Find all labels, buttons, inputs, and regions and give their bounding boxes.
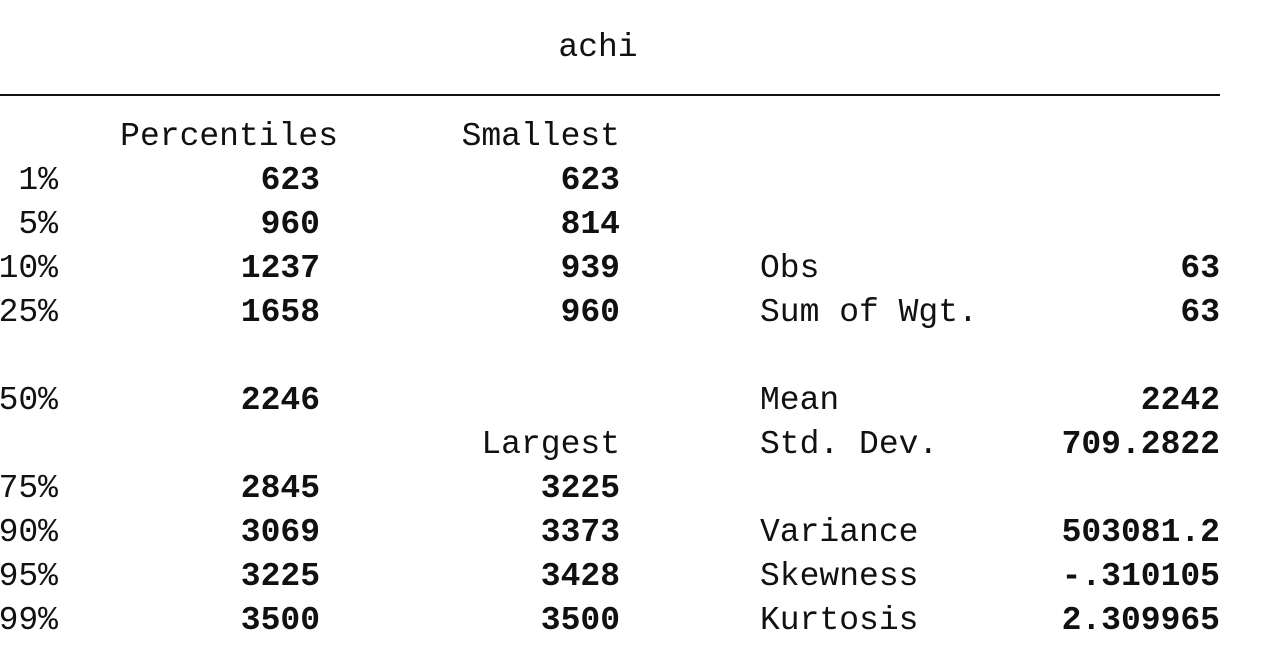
stat-label: Mean	[760, 382, 840, 419]
stat-label: Skewness	[760, 558, 919, 595]
table-row: 90% 3069 3373 Variance 503081.2	[0, 511, 1276, 555]
table-row: 25% 1658 960 Sum of Wgt. 63	[0, 291, 1276, 335]
percentile-label: 10%	[0, 250, 58, 287]
header-rule	[0, 94, 1220, 96]
table-row: 99% 3500 3500 Kurtosis 2.309965	[0, 599, 1276, 643]
percentile-value: 2246	[240, 382, 320, 419]
variable-name: achi	[558, 29, 638, 66]
stat-value: 709.2822	[1061, 426, 1220, 463]
largest-value: 3225	[540, 470, 620, 507]
stat-label: Kurtosis	[760, 602, 919, 639]
stat-value: 503081.2	[1061, 514, 1220, 551]
percentile-label: 25%	[0, 294, 58, 331]
percentile-label: 5%	[18, 206, 58, 243]
percentile-label: 75%	[0, 470, 58, 507]
largest-header: Largest	[481, 426, 620, 463]
table-row: 50% 2246 Mean 2242	[0, 379, 1276, 423]
percentile-value: 2845	[240, 470, 320, 507]
table-row: 1% 623 623	[0, 159, 1276, 203]
stat-label: Sum of Wgt.	[760, 294, 978, 331]
smallest-value: 960	[560, 294, 620, 331]
percentile-value: 3225	[240, 558, 320, 595]
stat-value: 2242	[1140, 382, 1220, 419]
percentile-value: 3069	[240, 514, 320, 551]
table-row: 95% 3225 3428 Skewness -.310105	[0, 555, 1276, 599]
stat-label: Std. Dev.	[760, 426, 939, 463]
percentile-label: 1%	[18, 162, 58, 199]
table-row: 10% 1237 939 Obs 63	[0, 247, 1276, 291]
header-row: Percentiles Smallest	[0, 115, 1276, 159]
largest-value: 3373	[540, 514, 620, 551]
table-row: 75% 2845 3225	[0, 467, 1276, 511]
stat-value: 63	[1180, 294, 1220, 331]
smallest-value: 939	[560, 250, 620, 287]
percentile-label: 50%	[0, 382, 58, 419]
percentile-value: 960	[260, 206, 320, 243]
stat-label: Variance	[760, 514, 919, 551]
largest-value: 3428	[540, 558, 620, 595]
percentile-value: 1658	[240, 294, 320, 331]
stat-value: 63	[1180, 250, 1220, 287]
smallest-value: 814	[560, 206, 620, 243]
stat-value: 2.309965	[1061, 602, 1220, 639]
percentile-value: 623	[260, 162, 320, 199]
percentile-label: 95%	[0, 558, 58, 595]
table-row: Largest Std. Dev. 709.2822	[0, 423, 1276, 467]
percentile-label: 90%	[0, 514, 58, 551]
stat-label: Obs	[760, 250, 820, 287]
stat-value: -.310105	[1061, 558, 1220, 595]
percentile-value: 3500	[240, 602, 320, 639]
largest-value: 3500	[540, 602, 620, 639]
smallest-value: 623	[560, 162, 620, 199]
percentiles-header: Percentiles	[120, 118, 338, 155]
percentile-value: 1237	[240, 250, 320, 287]
table-row: 5% 960 814	[0, 203, 1276, 247]
smallest-header: Smallest	[461, 118, 620, 155]
percentile-label: 99%	[0, 602, 58, 639]
